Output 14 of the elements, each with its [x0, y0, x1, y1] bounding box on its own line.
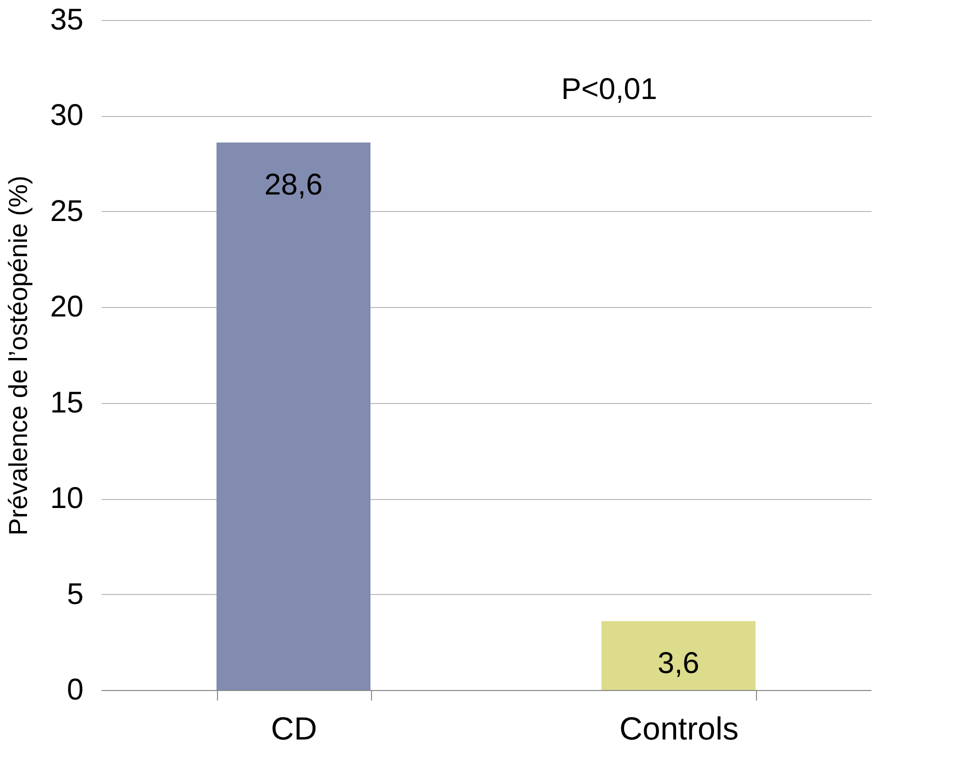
y-tick-label: 25 [50, 194, 84, 228]
x-tick-label: CD [270, 710, 318, 746]
y-tick-label: 0 [66, 674, 84, 706]
annotation: P<0,01 [561, 73, 658, 106]
x-tick-label: Controls [619, 710, 739, 746]
data-label: 3,6 [658, 647, 700, 680]
y-axis-title: Prévalence de l’ostéopénie (%) [3, 176, 34, 536]
y-tick-label: 10 [50, 482, 84, 516]
y-tick-label: 35 [50, 4, 84, 36]
data-label: 28,6 [264, 168, 323, 202]
y-tick-label: 15 [50, 386, 84, 420]
y-tick-label: 20 [50, 290, 84, 324]
y-tick-label: 5 [66, 578, 84, 611]
y-tick-label: 30 [50, 99, 84, 132]
